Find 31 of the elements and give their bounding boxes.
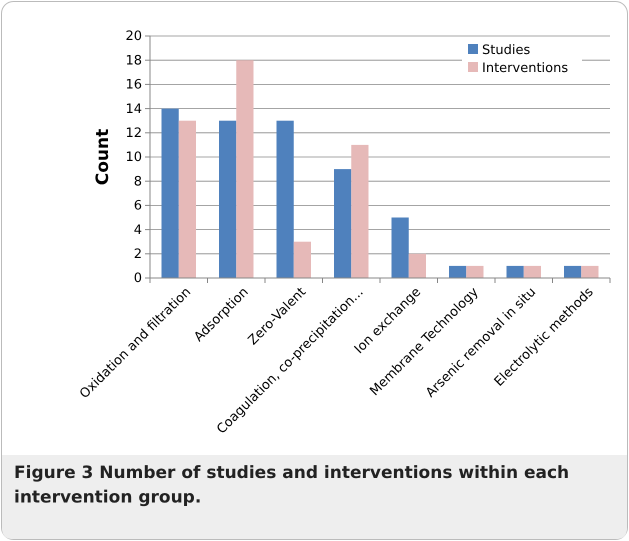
- legend-label: Interventions: [482, 61, 568, 76]
- caption: Figure 3 Number of studies and interventions within each intervention group.: [14, 463, 570, 508]
- bar: [408, 254, 426, 278]
- bar: [581, 266, 598, 278]
- bar: [276, 120, 294, 278]
- bar: [351, 144, 368, 278]
- bar: [294, 242, 311, 278]
- legend-label: Studies: [482, 43, 530, 58]
- bar: [392, 218, 409, 278]
- y-tick-label: 12: [125, 126, 142, 141]
- bar: [449, 266, 466, 278]
- bar: [564, 266, 582, 278]
- y-tick-label: 10: [125, 150, 142, 166]
- bar: [506, 266, 524, 278]
- y-tick-label: 6: [134, 198, 142, 214]
- y-tick-label: 2: [134, 246, 142, 262]
- y-tick-label: 16: [125, 78, 142, 93]
- bar: [236, 60, 254, 278]
- bar: [524, 266, 541, 278]
- bar: [219, 120, 236, 278]
- y-tick-label: 0: [134, 271, 142, 286]
- y-tick-label: 8: [134, 174, 142, 190]
- bar: [162, 108, 179, 278]
- bar: [466, 266, 484, 278]
- bar: [178, 120, 196, 278]
- y-tick-label: 18: [125, 53, 142, 68]
- bar: [334, 169, 352, 278]
- y-tick-label: 20: [125, 29, 142, 44]
- y-axis-title: Count: [93, 128, 113, 186]
- y-tick-label: 4: [134, 222, 142, 238]
- y-tick-label: 14: [125, 102, 142, 117]
